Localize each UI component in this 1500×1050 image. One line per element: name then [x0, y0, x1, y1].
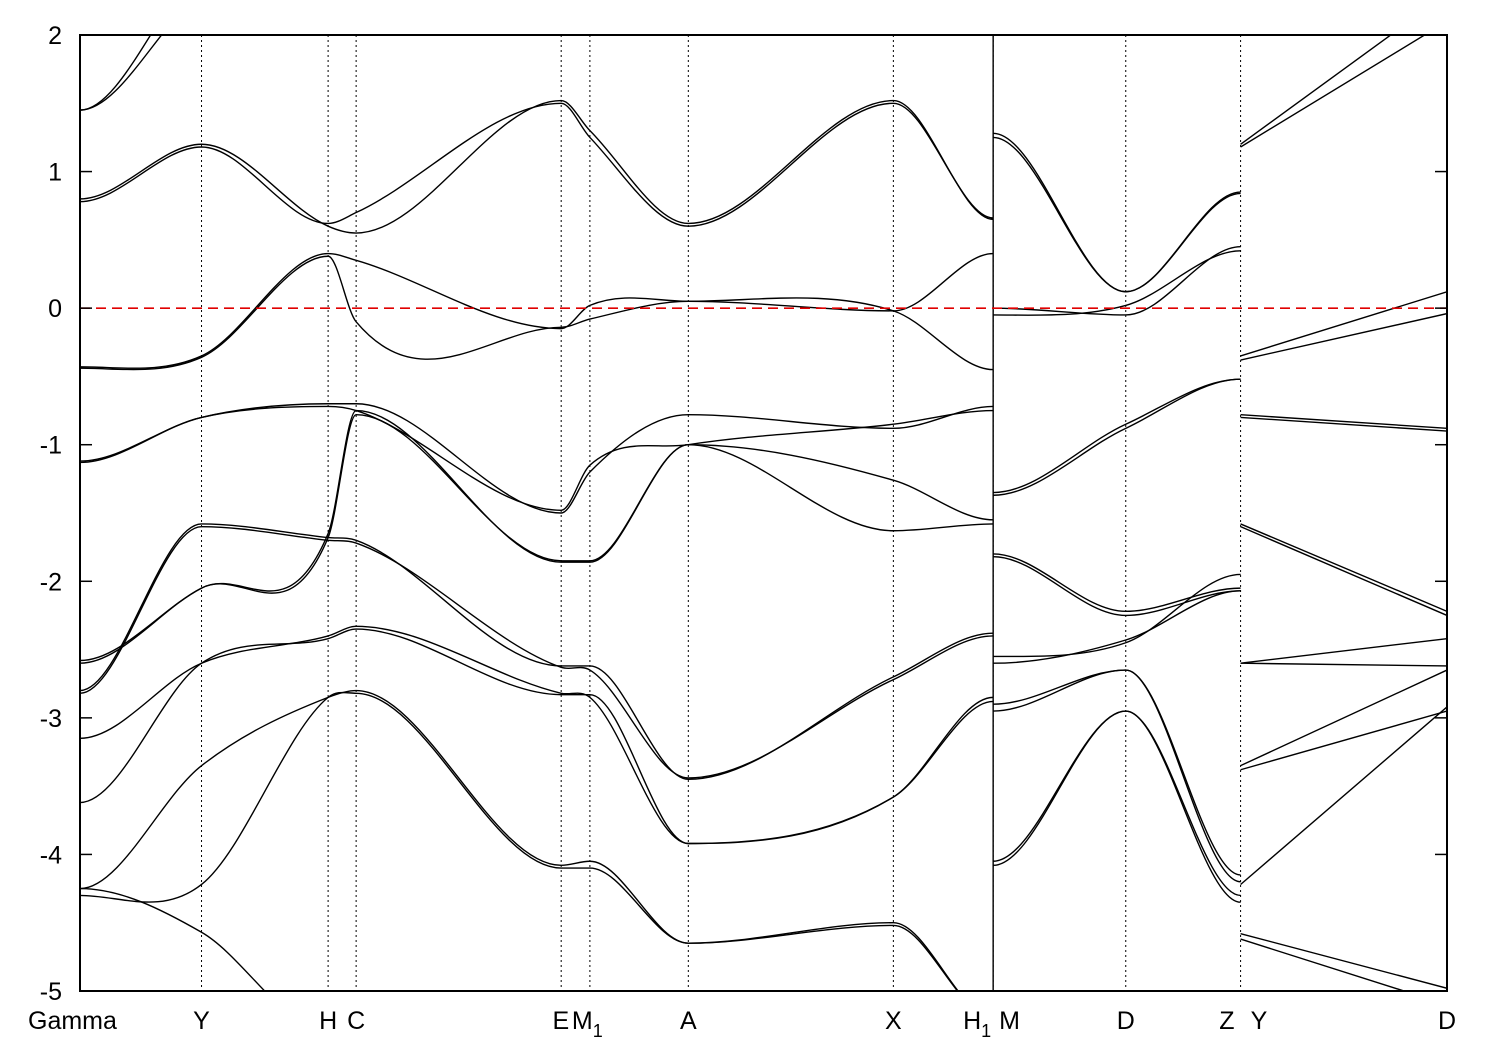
band-line-seg1-5: [80, 252, 994, 369]
band-line-seg1-1: [80, 35, 163, 111]
band-line-seg2-10: [993, 590, 1241, 664]
kpoint-label-10: D: [1117, 1007, 1135, 1035]
band-line-seg3-10: [1240, 662, 1447, 667]
y-tick-label: 2: [48, 22, 62, 50]
band-line-seg3-2: [1240, 35, 1392, 145]
y-tick-label: -3: [40, 705, 62, 733]
kpoint-label-7: X: [885, 1007, 902, 1035]
y-tick-label: -1: [40, 432, 62, 460]
kpoint-label-0: Gamma: [28, 1007, 117, 1035]
kpoint-label-11: Z: [1219, 1007, 1234, 1035]
y-axis-ticks: [80, 34, 1447, 992]
band-line-seg3-6: [1240, 416, 1447, 432]
band-line-seg3-14: [1240, 932, 1447, 989]
band-line-seg1-2: [80, 35, 152, 111]
y-tick-label: -4: [40, 841, 62, 869]
plot-frame: [79, 34, 1448, 992]
band-line-seg3-4: [1240, 312, 1447, 361]
kpoint-label-13: D: [1438, 1007, 1456, 1035]
band-line-seg2-1: [993, 132, 1241, 293]
band-line-seg2-9: [993, 573, 1241, 658]
kpoint-label-1: Y: [193, 1007, 210, 1035]
band-line-seg3-11: [1240, 669, 1447, 767]
band-line-seg1-13: [80, 625, 994, 845]
kpoint-label-12: Y: [1251, 1007, 1268, 1035]
kpoint-label-2: H: [319, 1007, 337, 1035]
band-line-seg3-1: [1240, 35, 1426, 148]
band-line-seg1-7: [80, 403, 994, 514]
band-line-seg3-9: [1240, 637, 1447, 664]
kpoint-subscript-8: 1: [981, 1021, 991, 1041]
band-line-seg1-12: [80, 525, 994, 779]
kpoint-subscript-5: 1: [593, 1021, 603, 1041]
kpoint-lines-layer: [201, 35, 1242, 991]
band-line-seg2-3: [993, 245, 1241, 316]
band-line-seg1-4: [80, 102, 994, 227]
band-line-seg1-6: [80, 255, 994, 371]
band-line-seg3-8: [1240, 526, 1447, 617]
kpoint-label-6: A: [680, 1007, 697, 1035]
band-line-seg1-8: [80, 405, 994, 511]
band-line-seg1-17: [80, 887, 266, 991]
kpoint-label-8: H1: [963, 1007, 991, 1041]
y-tick-label: 0: [48, 295, 62, 323]
y-tick-label: -5: [40, 978, 62, 1006]
band-line-seg3-5: [1240, 413, 1447, 430]
band-line-seg1-14: [80, 628, 994, 845]
band-line-seg2-4: [993, 250, 1241, 316]
kpoint-label-9: M: [999, 1007, 1020, 1035]
band-line-seg2-12: [993, 669, 1241, 883]
band-line-seg2-11: [993, 669, 1241, 876]
y-tick-label: 1: [48, 159, 62, 187]
kpoint-label-3: C: [347, 1007, 365, 1035]
band-line-seg3-7: [1240, 523, 1447, 612]
band-line-seg2-6: [993, 378, 1241, 496]
band-line-seg3-3: [1240, 291, 1447, 357]
kpoint-label-4: E: [552, 1007, 569, 1035]
band-line-seg2-2: [993, 136, 1241, 293]
band-line-seg3-13: [1240, 706, 1447, 886]
band-line-seg1-16: [80, 691, 959, 991]
band-line-seg1-18: [80, 990, 93, 991]
band-line-seg1-11: [80, 523, 994, 781]
band-line-seg1-3: [80, 99, 994, 234]
y-tick-label: -2: [40, 568, 62, 596]
band-line-seg3-15: [1240, 938, 1407, 991]
band-line-seg2-13: [993, 710, 1241, 897]
band-line-seg1-10: [80, 413, 994, 664]
band-line-seg1-15: [80, 689, 959, 991]
band-line-seg2-14: [993, 710, 1241, 903]
band-line-seg2-5: [993, 378, 1241, 494]
band-line-seg2-7: [993, 553, 1241, 613]
kpoint-label-5: M1: [572, 1007, 603, 1041]
bands-layer: [80, 35, 1447, 991]
band-line-seg1-9: [80, 409, 994, 662]
band-line-seg3-12: [1240, 710, 1447, 771]
